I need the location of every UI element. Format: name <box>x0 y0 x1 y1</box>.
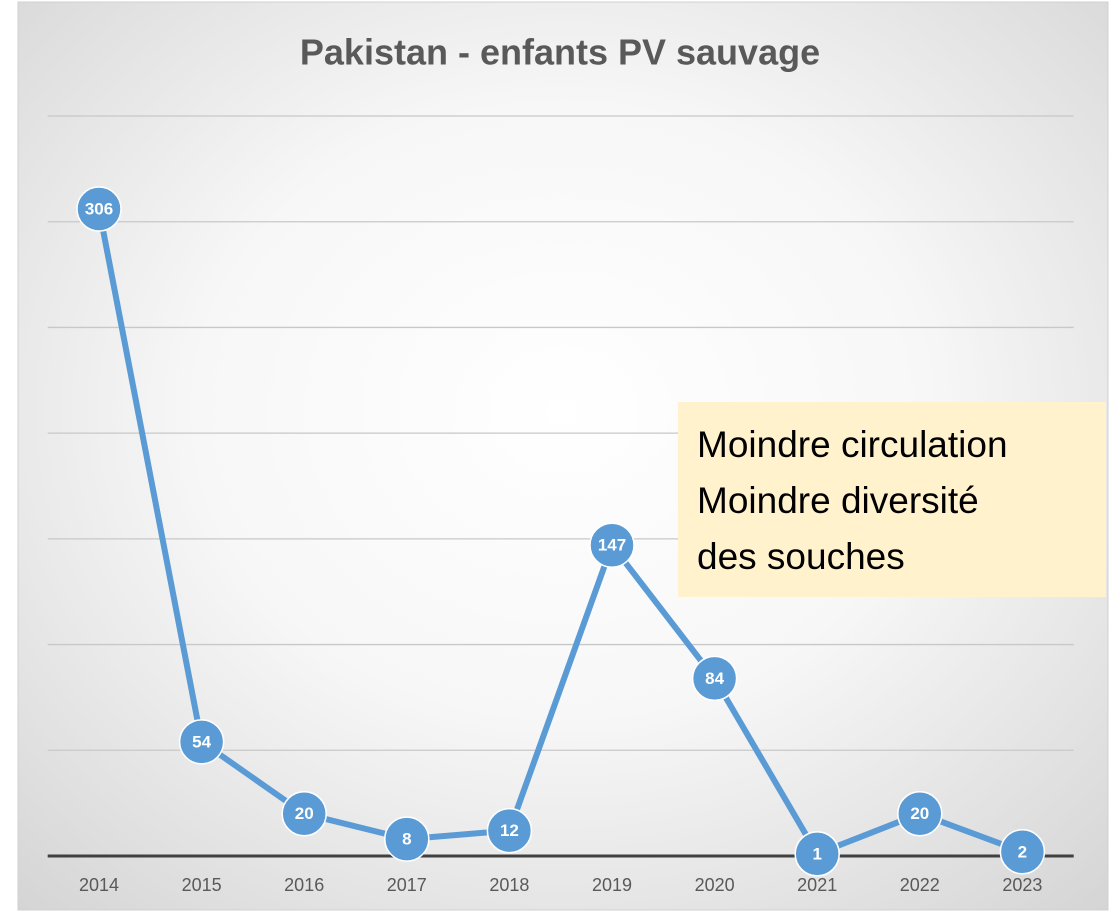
data-point <box>384 816 430 862</box>
x-tick-label: 2023 <box>1002 875 1042 895</box>
annotation: Moindre circulation Moindre diversité des … <box>697 424 1008 577</box>
data-label: 306 <box>85 200 113 219</box>
x-tick-label: 2019 <box>592 875 632 895</box>
x-tick-label: 2021 <box>797 875 837 895</box>
x-tick-label: 2020 <box>695 875 735 895</box>
x-tick-label: 2018 <box>489 875 529 895</box>
data-label: 84 <box>705 669 724 688</box>
data-point <box>589 522 635 568</box>
data-label: 54 <box>192 732 211 751</box>
data-point <box>794 831 840 877</box>
data-label: 20 <box>910 804 929 823</box>
annotation-box <box>678 402 1106 597</box>
annotation-line: Moindre diversité <box>697 480 979 521</box>
data-point <box>281 790 327 837</box>
x-tick-label: 2014 <box>79 875 119 895</box>
data-point <box>691 655 738 702</box>
data-label: 12 <box>500 821 519 840</box>
x-tick-label: 2016 <box>284 875 324 895</box>
annotation-line: Moindre circulation <box>697 424 1008 465</box>
x-tick-label: 2015 <box>182 875 222 895</box>
data-point <box>486 807 533 854</box>
data-point <box>76 186 122 232</box>
data-label: 8 <box>402 830 411 849</box>
chart-title: Pakistan - enfants PV sauvage <box>300 32 820 73</box>
data-label: 1 <box>812 844 821 863</box>
data-label: 2 <box>1018 842 1027 861</box>
data-point <box>999 829 1046 875</box>
data-label: 20 <box>295 804 314 823</box>
data-point <box>178 719 225 765</box>
x-tick-label: 2017 <box>387 875 427 895</box>
data-point <box>897 790 943 837</box>
plot-area: 2014 2015 2016 2017 2018 2019 2020 2021 2022 2023… <box>47 115 1074 895</box>
annotation-line: des souches <box>697 536 905 577</box>
data-label: 147 <box>598 536 626 555</box>
x-tick-label: 2022 <box>900 875 940 895</box>
series-line <box>96 208 1024 857</box>
